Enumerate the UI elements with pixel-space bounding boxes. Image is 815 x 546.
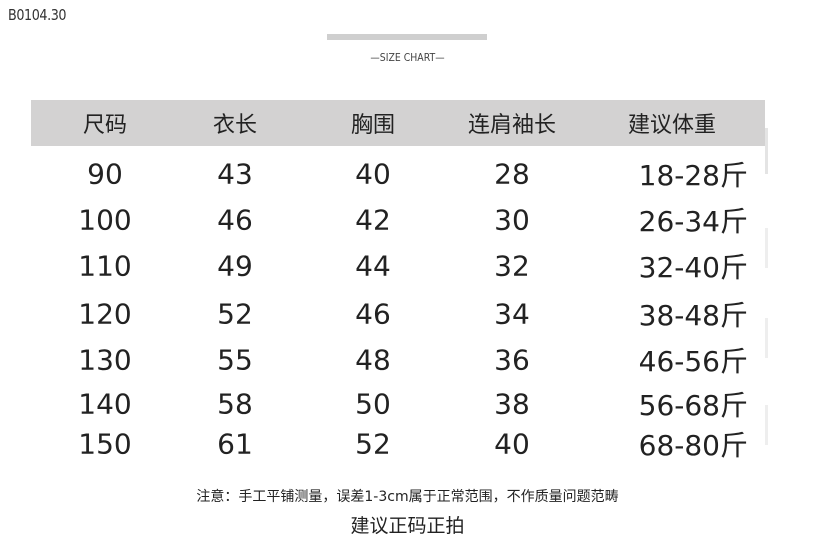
table-cell: 52	[355, 427, 391, 461]
divider	[765, 405, 768, 445]
divider	[765, 318, 768, 358]
table-cell: 30	[494, 203, 530, 237]
table-cell: 32-40斤	[638, 251, 748, 284]
table-cell: 42	[355, 203, 391, 237]
table-cell: 100	[78, 203, 132, 237]
table-cell: 44	[355, 249, 391, 283]
table-cell: 46	[355, 297, 391, 331]
table-cell: 26-34斤	[638, 205, 748, 238]
table-cell: 110	[78, 249, 132, 283]
table-cell: 68-80斤	[638, 429, 748, 462]
divider	[765, 228, 768, 268]
table-cell: 56-68斤	[638, 389, 748, 422]
table-cell: 52	[217, 297, 253, 331]
table-cell: 36	[494, 343, 530, 377]
table-cell: 43	[217, 157, 253, 191]
product-code: B0104.30	[8, 6, 67, 24]
measurement-note: 注意：手工平铺测量，误差1-3cm属于正常范围，不作质量问题范畴	[196, 489, 619, 505]
table-cell: 34	[494, 297, 530, 331]
table-cell: 49	[217, 249, 253, 283]
table-cell: 32	[494, 249, 530, 283]
table-cell: 58	[217, 387, 253, 421]
table-cell: 38	[494, 387, 530, 421]
column-header: 连肩袖长	[467, 113, 557, 138]
table-cell: 61	[217, 427, 253, 461]
table-cell: 48	[355, 343, 391, 377]
decorative-bar	[327, 34, 487, 40]
column-header: 衣长	[212, 113, 258, 138]
divider	[765, 128, 768, 174]
table-cell: 28	[494, 157, 530, 191]
column-header: 建议体重	[627, 113, 717, 138]
size-chart-title: —SIZE CHART—	[370, 51, 445, 64]
table-cell: 40	[355, 157, 391, 191]
table-cell: 46	[217, 203, 253, 237]
table-cell: 150	[78, 427, 132, 461]
table-cell: 55	[217, 343, 253, 377]
table-cell: 46-56斤	[638, 345, 748, 378]
table-cell: 50	[355, 387, 391, 421]
column-header: 尺码	[82, 113, 128, 138]
advice-text: 建议正码正拍	[350, 515, 465, 537]
table-cell: 90	[87, 157, 123, 191]
table-cell: 38-48斤	[638, 299, 748, 332]
table-cell: 130	[78, 343, 132, 377]
table-cell: 40	[494, 427, 530, 461]
table-cell: 140	[78, 387, 132, 421]
column-header: 胸围	[350, 113, 396, 138]
table-cell: 120	[78, 297, 132, 331]
table-header	[31, 100, 765, 146]
table-cell: 18-28斤	[638, 159, 748, 192]
